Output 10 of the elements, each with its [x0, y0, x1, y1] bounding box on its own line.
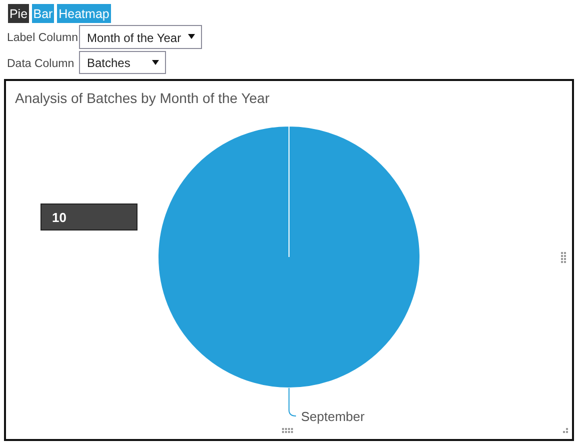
text: Bar	[33, 7, 53, 21]
text: Label Column	[7, 32, 78, 44]
text: Pie	[9, 7, 28, 21]
text: Heatmap	[58, 7, 110, 21]
text: Data Column	[7, 58, 74, 70]
chart-title: Analysis of Batches by Month of the Year	[15, 90, 270, 106]
slice-label: September	[301, 409, 366, 424]
text: Month of the Year	[87, 31, 182, 45]
text: Batches	[87, 56, 130, 70]
data-label: 10	[52, 210, 66, 225]
